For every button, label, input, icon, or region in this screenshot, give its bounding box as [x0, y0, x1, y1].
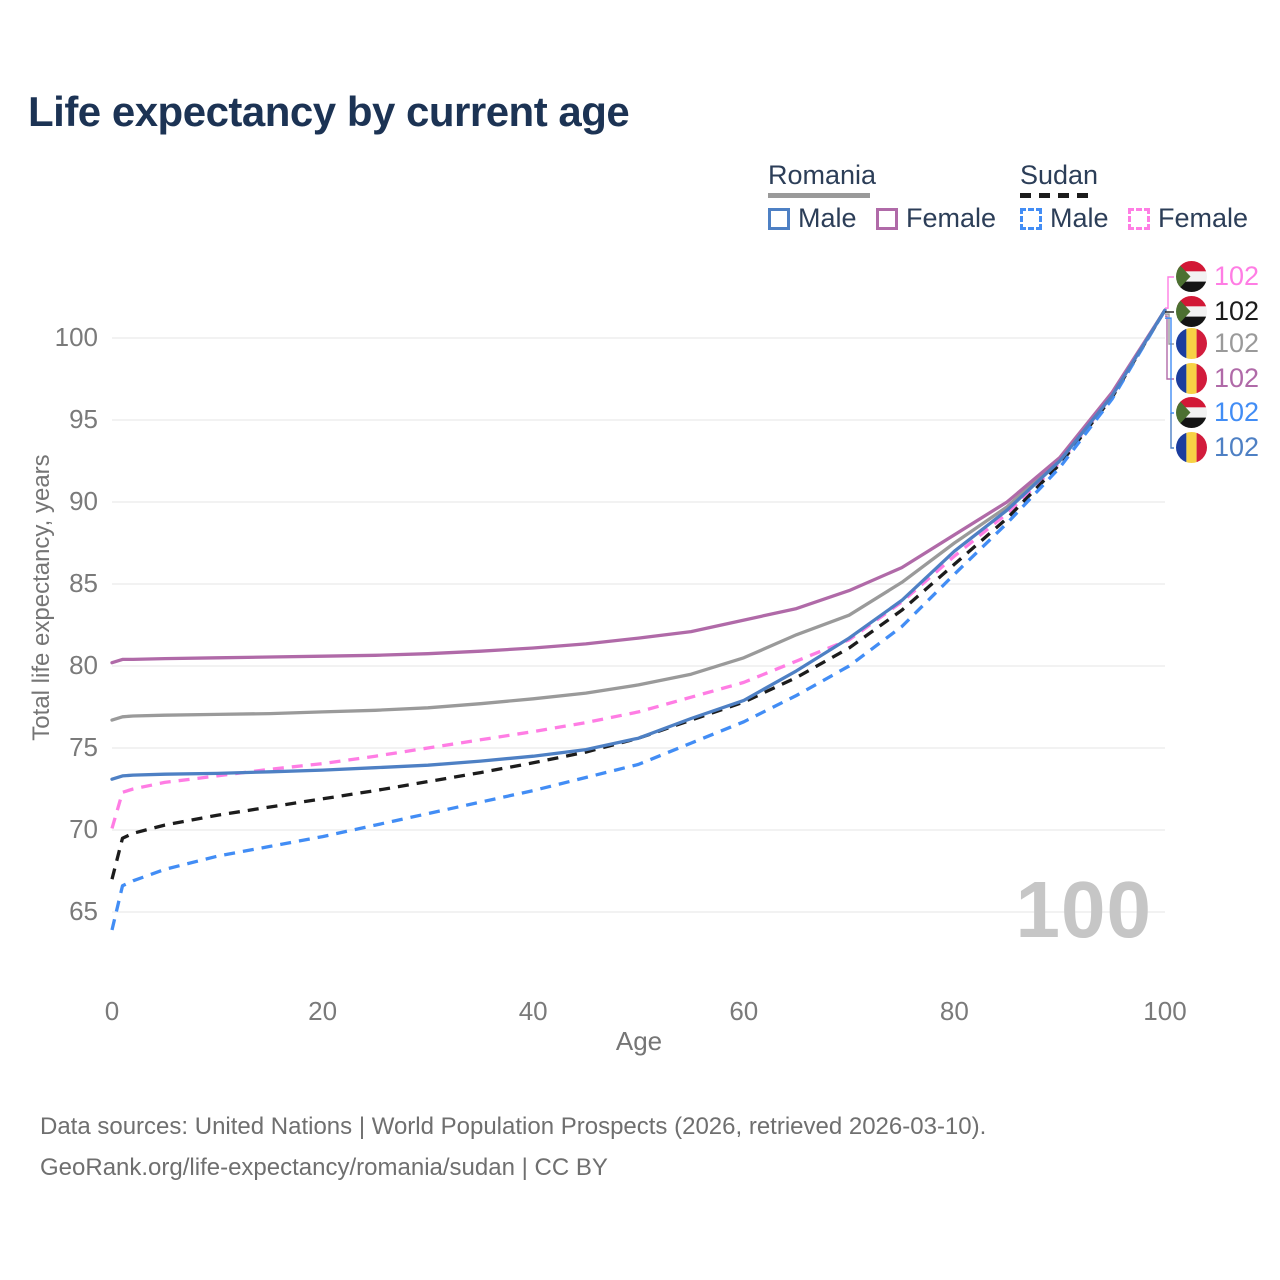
series-line-sudan-female[interactable] — [110, 309, 1167, 829]
legend-item-romania-female[interactable]: Female — [876, 203, 996, 234]
end-value-sudan-male: 102 — [1214, 397, 1260, 427]
legend-sudan-line-sample — [1020, 193, 1094, 198]
series-line-romania-female[interactable] — [110, 308, 1167, 665]
endpoint-leader-line — [1165, 276, 1174, 309]
legend-country-romania: Romania — [768, 160, 877, 190]
x-axis-title: Age — [615, 1026, 663, 1056]
end-value-romania-male: 102 — [1214, 432, 1260, 462]
series-line-sudan-both[interactable] — [110, 309, 1167, 880]
y-tick-label-65: 65 — [69, 896, 98, 926]
romania-flag-icon — [1176, 328, 1207, 359]
page-title: Life expectancy by current age — [28, 88, 630, 135]
legend-item-sudan-female[interactable]: Female — [1128, 203, 1248, 234]
end-value-sudan-female: 102 — [1214, 261, 1260, 291]
x-tick-label-0: 0 — [104, 996, 120, 1026]
end-label-sudan-both: 102 — [1176, 296, 1259, 327]
legend-label-romania-male: Male — [798, 203, 857, 233]
end-label-romania-male: 102 — [1176, 432, 1259, 463]
y-tick-label-100: 100 — [54, 322, 98, 352]
series-line-romania-both[interactable] — [110, 308, 1167, 722]
sudan-flag-icon — [1176, 397, 1207, 428]
romania-flag-icon — [1176, 432, 1207, 463]
sudan-flag-icon — [1176, 261, 1207, 292]
legend-label-sudan-male: Male — [1050, 203, 1109, 233]
footer: Data sources: United Nations | World Pop… — [40, 1106, 986, 1188]
romania-female-swatch-icon[interactable] — [876, 207, 898, 230]
y-tick-label-80: 80 — [69, 650, 98, 680]
footer-attribution: GeoRank.org/life-expectancy/romania/suda… — [40, 1154, 608, 1181]
x-tick-label-60: 60 — [729, 996, 759, 1026]
y-tick-label-75: 75 — [69, 732, 98, 762]
end-label-sudan-male: 102 — [1176, 397, 1259, 428]
y-tick-label-70: 70 — [69, 814, 98, 844]
sudan-male-swatch-icon[interactable] — [1020, 207, 1042, 230]
endpoint-leader-line — [1170, 413, 1174, 449]
y-tick-label-85: 85 — [69, 568, 98, 598]
legend-item-romania-male[interactable]: Male — [768, 203, 857, 234]
series-line-sudan-male[interactable] — [110, 309, 1167, 931]
legend-label-romania-female: Female — [906, 203, 997, 233]
age-counter-watermark: 100 — [1015, 865, 1152, 954]
romania-flag-icon — [1176, 363, 1207, 394]
end-label-romania-female: 102 — [1176, 363, 1259, 394]
x-tick-label-100: 100 — [1143, 996, 1187, 1026]
y-tick-label-95: 95 — [69, 404, 98, 434]
legend-label-sudan-female: Female — [1158, 203, 1249, 233]
end-value-sudan-both: 102 — [1214, 296, 1260, 326]
end-label-romania-both: 102 — [1176, 328, 1259, 359]
series-line-romania-male[interactable] — [110, 308, 1167, 781]
legend-item-sudan-male[interactable]: Male — [1020, 203, 1109, 234]
x-tick-label-20: 20 — [308, 996, 338, 1026]
footer-data-sources: Data sources: United Nations | World Pop… — [40, 1113, 987, 1140]
x-tick-label-40: 40 — [518, 996, 548, 1026]
legend-romania-line-sample — [768, 193, 870, 198]
end-label-sudan-female: 102 — [1176, 261, 1259, 292]
y-tick-label-90: 90 — [69, 486, 98, 516]
sudan-flag-icon — [1176, 296, 1207, 327]
sudan-female-swatch-icon[interactable] — [1128, 207, 1150, 230]
endpoint-leader-line — [1165, 317, 1174, 414]
romania-male-swatch-icon[interactable] — [768, 207, 790, 230]
end-value-romania-both: 102 — [1214, 328, 1260, 358]
x-tick-label-80: 80 — [939, 996, 969, 1026]
end-value-romania-female: 102 — [1214, 363, 1260, 393]
line-chart-plot — [110, 276, 1174, 931]
legend-country-sudan: Sudan — [1020, 160, 1099, 190]
